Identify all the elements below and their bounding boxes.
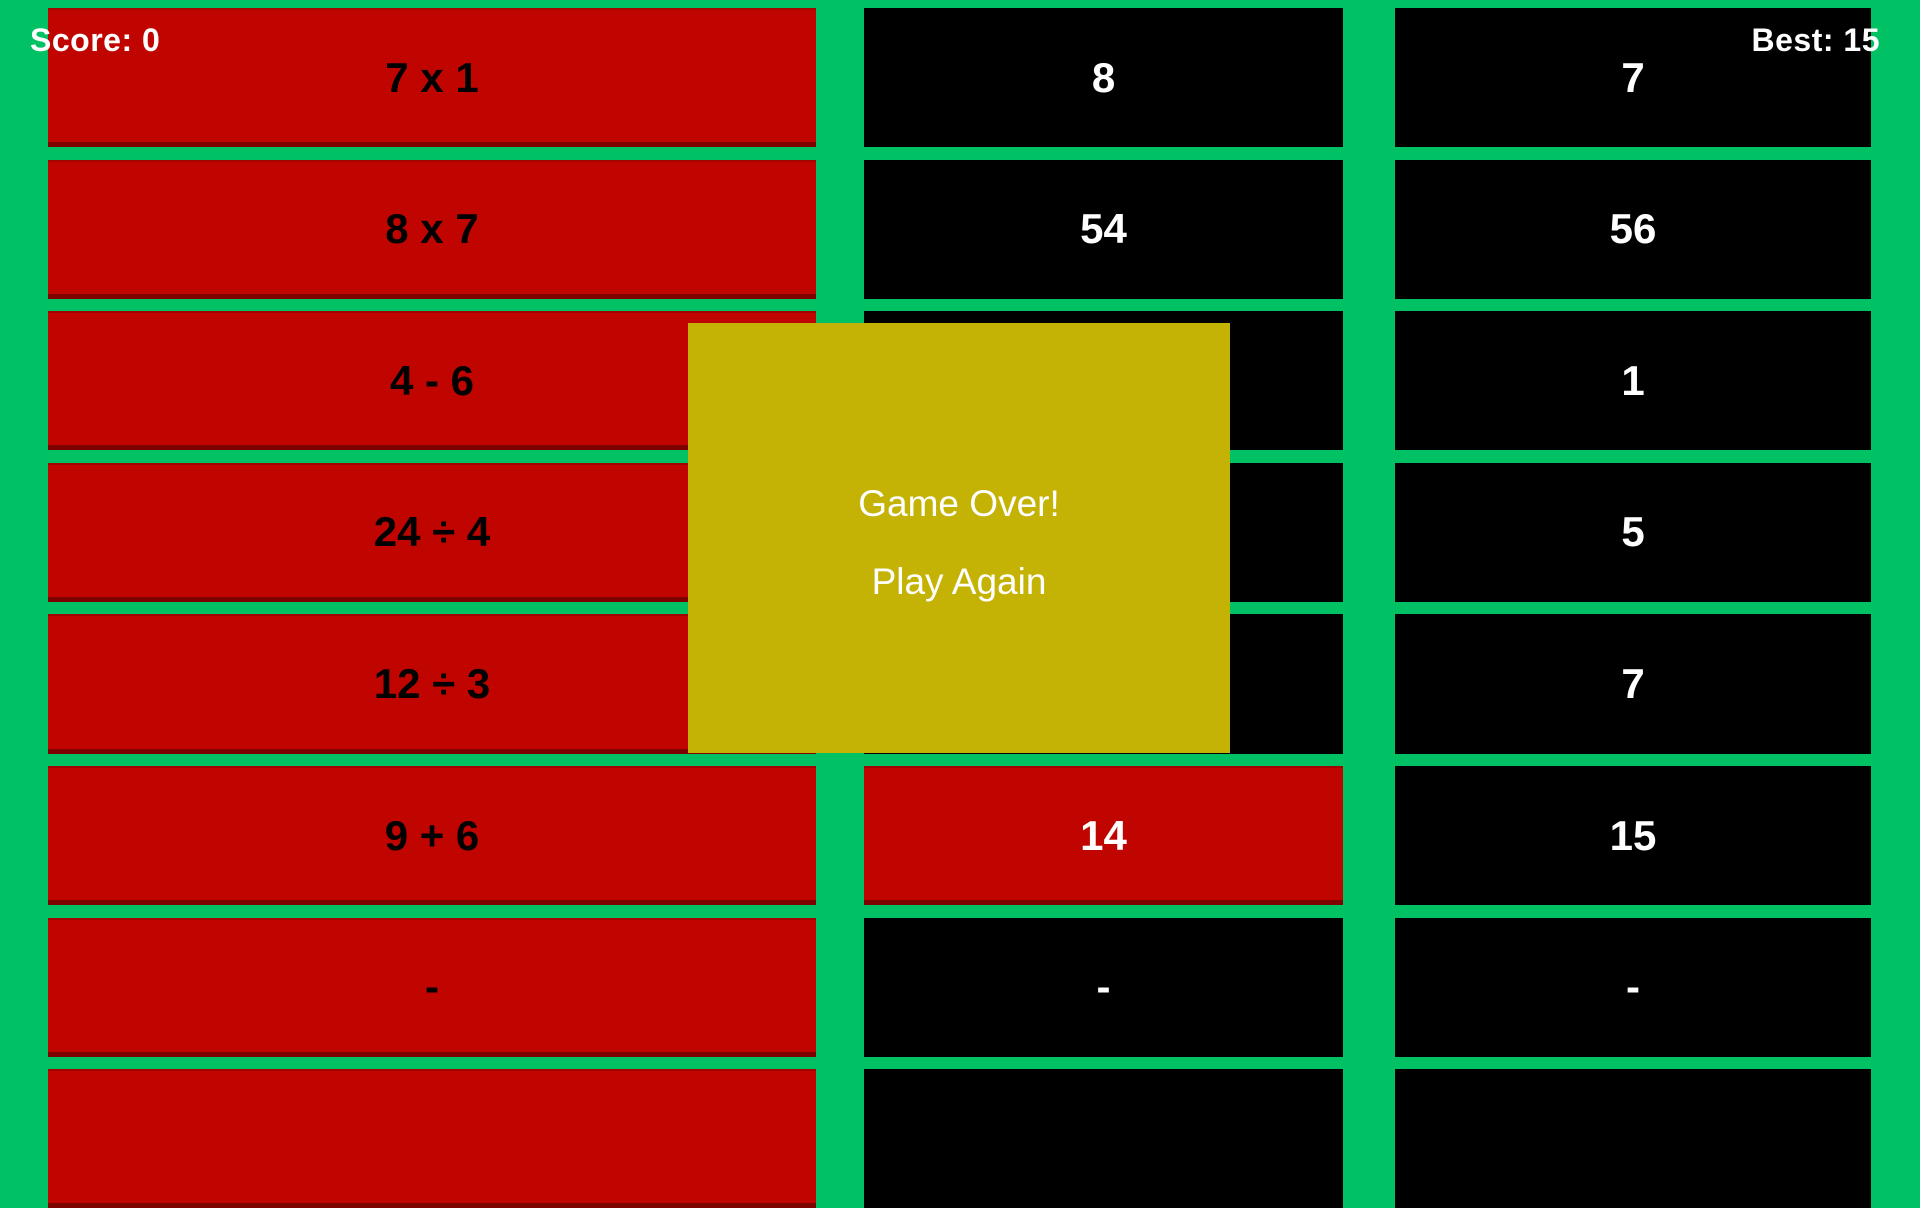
answer-cell[interactable]: 7 (1395, 8, 1871, 148)
answer-cell[interactable]: - (864, 917, 1343, 1057)
answer-cell[interactable]: 56 (1395, 159, 1871, 299)
problem-cell (48, 1069, 816, 1208)
answer-cell[interactable]: 1 (1395, 311, 1871, 451)
answer-cell[interactable]: 5 (1395, 462, 1871, 603)
game-over-overlay: Game Over! Play Again (688, 323, 1230, 753)
best-score-label: Best: 15 (1751, 22, 1880, 58)
problem-cell: 8 x 7 (48, 159, 816, 299)
problem-cell: 7 x 1 (48, 8, 816, 148)
answer-cell[interactable] (1395, 1069, 1871, 1208)
play-again-button[interactable]: Play Again (871, 561, 1047, 602)
answer-cell[interactable]: 15 (1395, 765, 1871, 906)
problem-cell: 9 + 6 (48, 765, 816, 906)
answer-cell-wrong[interactable]: 14 (864, 765, 1343, 906)
answer-cell[interactable]: 54 (864, 159, 1343, 299)
answer-cell[interactable]: - (1395, 917, 1871, 1057)
answer-cell[interactable]: 8 (864, 8, 1343, 148)
answers-right-column: 7 56 1 5 7 15 - (1395, 8, 1871, 1208)
game-over-title: Game Over! (858, 483, 1060, 524)
answer-cell[interactable]: 7 (1395, 614, 1871, 754)
problem-cell: - (48, 917, 816, 1057)
answer-cell[interactable] (864, 1069, 1343, 1208)
score-label: Score: 0 (30, 22, 161, 58)
